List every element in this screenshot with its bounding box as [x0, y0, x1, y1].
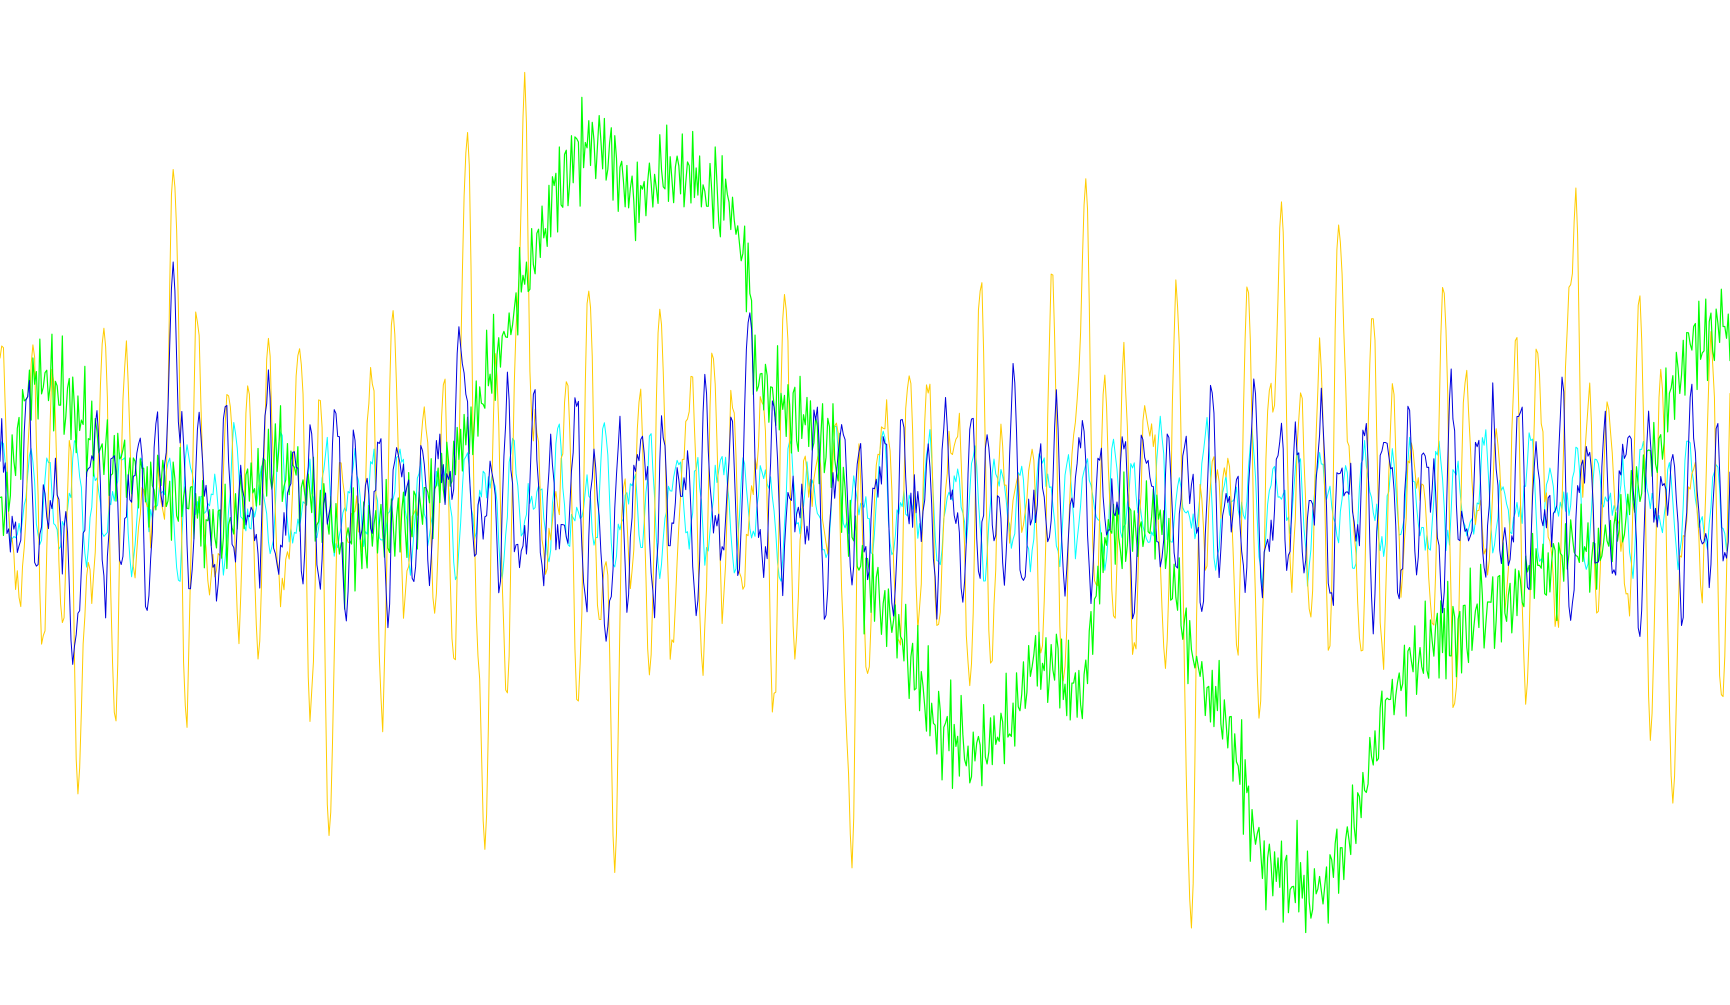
series-line-4 — [0, 261, 1730, 665]
series-line-1 — [0, 415, 1730, 588]
series-layer — [0, 71, 1730, 934]
series-line-2 — [0, 71, 1730, 929]
series-line-3 — [0, 96, 1730, 934]
